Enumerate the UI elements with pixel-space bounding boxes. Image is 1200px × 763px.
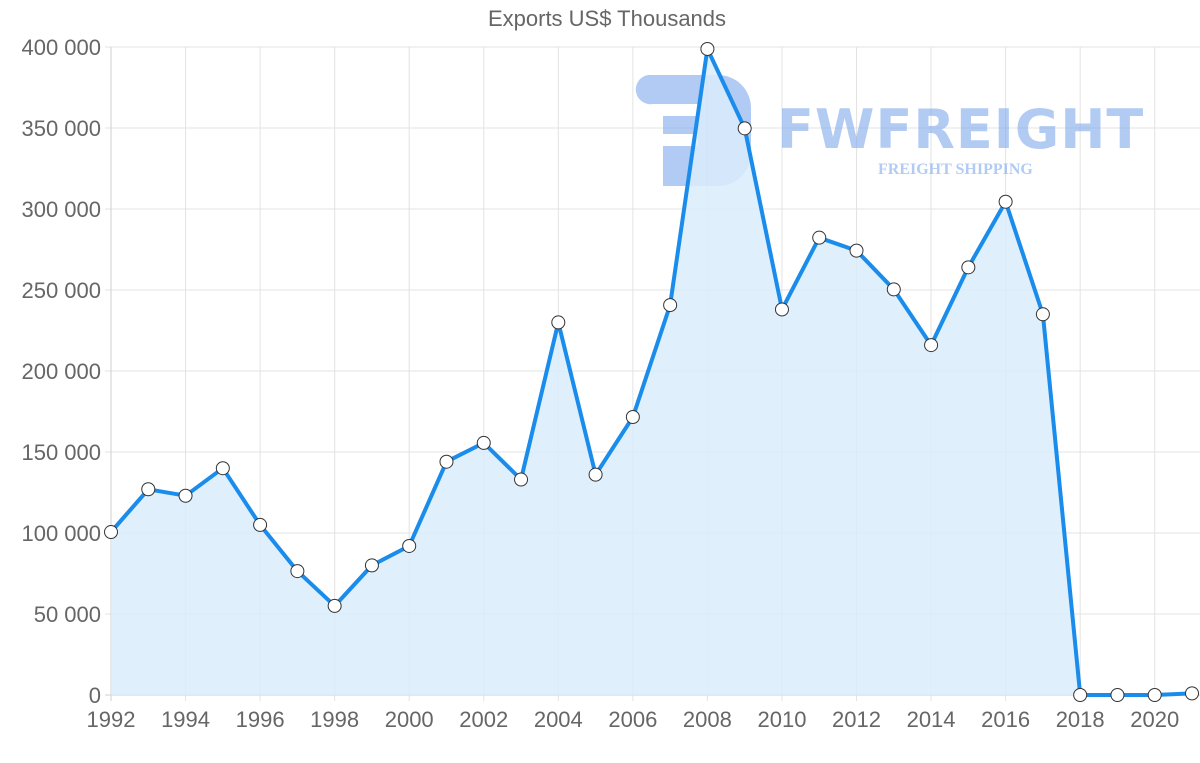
data-point[interactable] — [141, 482, 156, 497]
data-point[interactable] — [812, 230, 827, 245]
data-point[interactable] — [924, 338, 939, 353]
x-tick-label: 2000 — [385, 707, 434, 732]
y-tick-label: 150 000 — [21, 440, 101, 465]
x-tick-label: 2006 — [608, 707, 657, 732]
x-axis-ticks: 1992 1994 1996 1998 2000 2002 2004 2006 2008 2010… — [87, 707, 1180, 732]
data-point[interactable] — [253, 517, 268, 532]
x-tick-label: 2002 — [459, 707, 508, 732]
x-tick-label: 2008 — [683, 707, 732, 732]
data-point[interactable] — [737, 121, 752, 136]
data-point[interactable] — [1110, 688, 1125, 702]
y-tick-label: 350 000 — [21, 116, 101, 141]
x-tick-label: 2012 — [832, 707, 881, 732]
data-point[interactable] — [476, 435, 491, 450]
x-tick-label: 2020 — [1130, 707, 1179, 732]
watermark-tagline: FREIGHT SHIPPING — [878, 161, 1033, 178]
data-point[interactable] — [402, 538, 417, 553]
watermark-brand: FWFREIGHT — [777, 98, 1144, 161]
data-point[interactable] — [998, 194, 1013, 209]
data-point[interactable] — [961, 260, 976, 275]
y-tick-label: 50 000 — [34, 602, 101, 627]
y-axis-ticks: 0 50 000 100 000 150 000 200 000 250 000 300 0… — [21, 35, 101, 708]
data-point[interactable] — [663, 298, 678, 313]
y-tick-label: 0 — [89, 683, 101, 708]
data-point[interactable] — [290, 564, 305, 579]
y-tick-label: 400 000 — [21, 35, 101, 60]
y-tick-label: 200 000 — [21, 359, 101, 384]
data-point[interactable] — [1147, 688, 1162, 702]
data-point[interactable] — [439, 454, 454, 469]
x-tick-label: 1996 — [236, 707, 285, 732]
x-tick-label: 2014 — [907, 707, 956, 732]
y-tick-label: 100 000 — [21, 521, 101, 546]
data-point[interactable] — [1185, 686, 1199, 701]
data-point[interactable] — [215, 461, 230, 476]
x-tick-label: 2010 — [757, 707, 806, 732]
data-point[interactable] — [327, 598, 342, 613]
data-point[interactable] — [104, 525, 118, 540]
x-tick-label: 2018 — [1056, 707, 1105, 732]
data-point[interactable] — [514, 472, 529, 487]
chart-title: Exports US$ Thousands — [487, 6, 727, 31]
series-line — [109, 46, 1193, 697]
y-tick-label: 250 000 — [21, 278, 101, 303]
area-fill — [111, 48, 1192, 695]
data-point[interactable] — [774, 302, 789, 317]
data-point[interactable] — [1073, 688, 1088, 702]
data-point[interactable] — [886, 282, 901, 297]
data-point[interactable] — [588, 467, 603, 482]
data-point[interactable] — [625, 410, 640, 425]
data-point[interactable] — [849, 243, 864, 258]
x-tick-label: 2016 — [981, 707, 1030, 732]
x-tick-label: 2004 — [534, 707, 583, 732]
data-point[interactable] — [1035, 307, 1050, 322]
data-point[interactable] — [178, 488, 193, 503]
x-tick-label: 1998 — [310, 707, 359, 732]
data-points — [104, 41, 1199, 702]
data-point[interactable] — [551, 315, 566, 330]
x-tick-label: 1994 — [161, 707, 210, 732]
y-tick-label: 300 000 — [21, 197, 101, 222]
x-tick-label: 1992 — [87, 707, 136, 732]
data-point[interactable] — [700, 41, 715, 56]
data-point[interactable] — [364, 558, 379, 573]
